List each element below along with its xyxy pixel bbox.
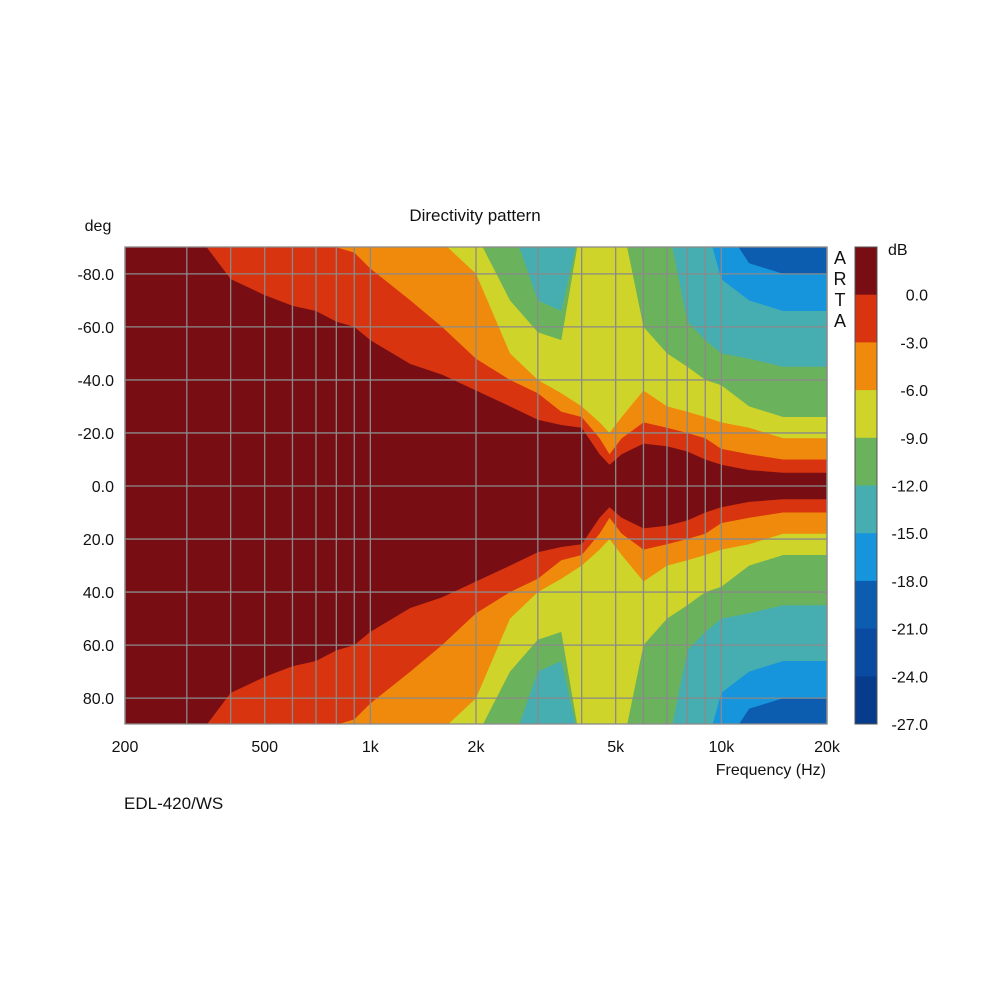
- model-label: EDL-420/WS: [124, 794, 224, 813]
- colorbar-swatch: [855, 533, 877, 582]
- colorbar-label: -9.0: [900, 431, 928, 448]
- colorbar-label: -3.0: [900, 335, 928, 352]
- colorbar-label: -15.0: [892, 526, 929, 543]
- colorbar-label: -21.0: [892, 622, 929, 639]
- brand-letter: A: [834, 311, 846, 331]
- x-tick-label: 500: [251, 739, 278, 756]
- x-tick-label: 20k: [814, 739, 841, 756]
- colorbar-label: 0.0: [906, 288, 928, 305]
- y-tick-label: 40.0: [83, 585, 114, 602]
- x-tick-label: 5k: [607, 739, 625, 756]
- colorbar-title: dB: [888, 242, 908, 259]
- plot-border: [124, 246, 828, 725]
- plot-grid: [124, 246, 828, 725]
- brand-letter: A: [834, 248, 846, 268]
- x-tick-label: 2k: [468, 739, 486, 756]
- colorbar-swatch: [855, 628, 877, 677]
- y-tick-label: -60.0: [78, 320, 115, 337]
- colorbar-swatch: [855, 437, 877, 486]
- x-axis-ticks: 200 500 1k 2k 5k 10k 20k: [112, 739, 841, 756]
- y-tick-label: -80.0: [78, 267, 115, 284]
- x-tick-label: 200: [112, 739, 139, 756]
- colorbar-label: -24.0: [892, 669, 929, 686]
- chart-title: Directivity pattern: [409, 206, 540, 225]
- y-tick-label: 20.0: [83, 532, 114, 549]
- colorbar-swatch: [855, 390, 877, 439]
- colorbar-swatch: [855, 676, 877, 725]
- y-tick-label: 0.0: [92, 479, 114, 496]
- colorbar-swatch: [855, 580, 877, 630]
- y-tick-label: -20.0: [78, 426, 115, 443]
- brand-letter: T: [835, 290, 846, 310]
- colorbar-border: [854, 246, 878, 725]
- colorbar-label: -12.0: [892, 479, 929, 496]
- colorbar-swatch: [855, 294, 877, 343]
- y-tick-label: -40.0: [78, 373, 115, 390]
- colorbar-swatch: [855, 247, 877, 296]
- y-tick-label: 80.0: [83, 691, 114, 708]
- colorbar: [854, 246, 878, 725]
- colorbar-labels: 0.0 -3.0 -6.0 -9.0 -12.0 -15.0 -18.0 -21.0 -24.0…: [892, 288, 929, 734]
- y-axis-label: deg: [85, 218, 112, 235]
- x-axis-label: Frequency (Hz): [716, 762, 826, 779]
- brand-letter: R: [834, 269, 847, 289]
- y-axis-ticks: -80.0 -60.0 -40.0 -20.0 0.0 20.0 40.0 60.0 80.0: [78, 267, 115, 708]
- y-tick-label: 60.0: [83, 638, 114, 655]
- x-tick-label: 10k: [708, 739, 735, 756]
- colorbar-label: -18.0: [892, 574, 929, 591]
- colorbar-swatch: [855, 485, 877, 534]
- x-tick-label: 1k: [362, 739, 380, 756]
- colorbar-swatch: [855, 342, 877, 391]
- colorbar-label: -6.0: [900, 383, 928, 400]
- colorbar-label: -27.0: [892, 717, 929, 734]
